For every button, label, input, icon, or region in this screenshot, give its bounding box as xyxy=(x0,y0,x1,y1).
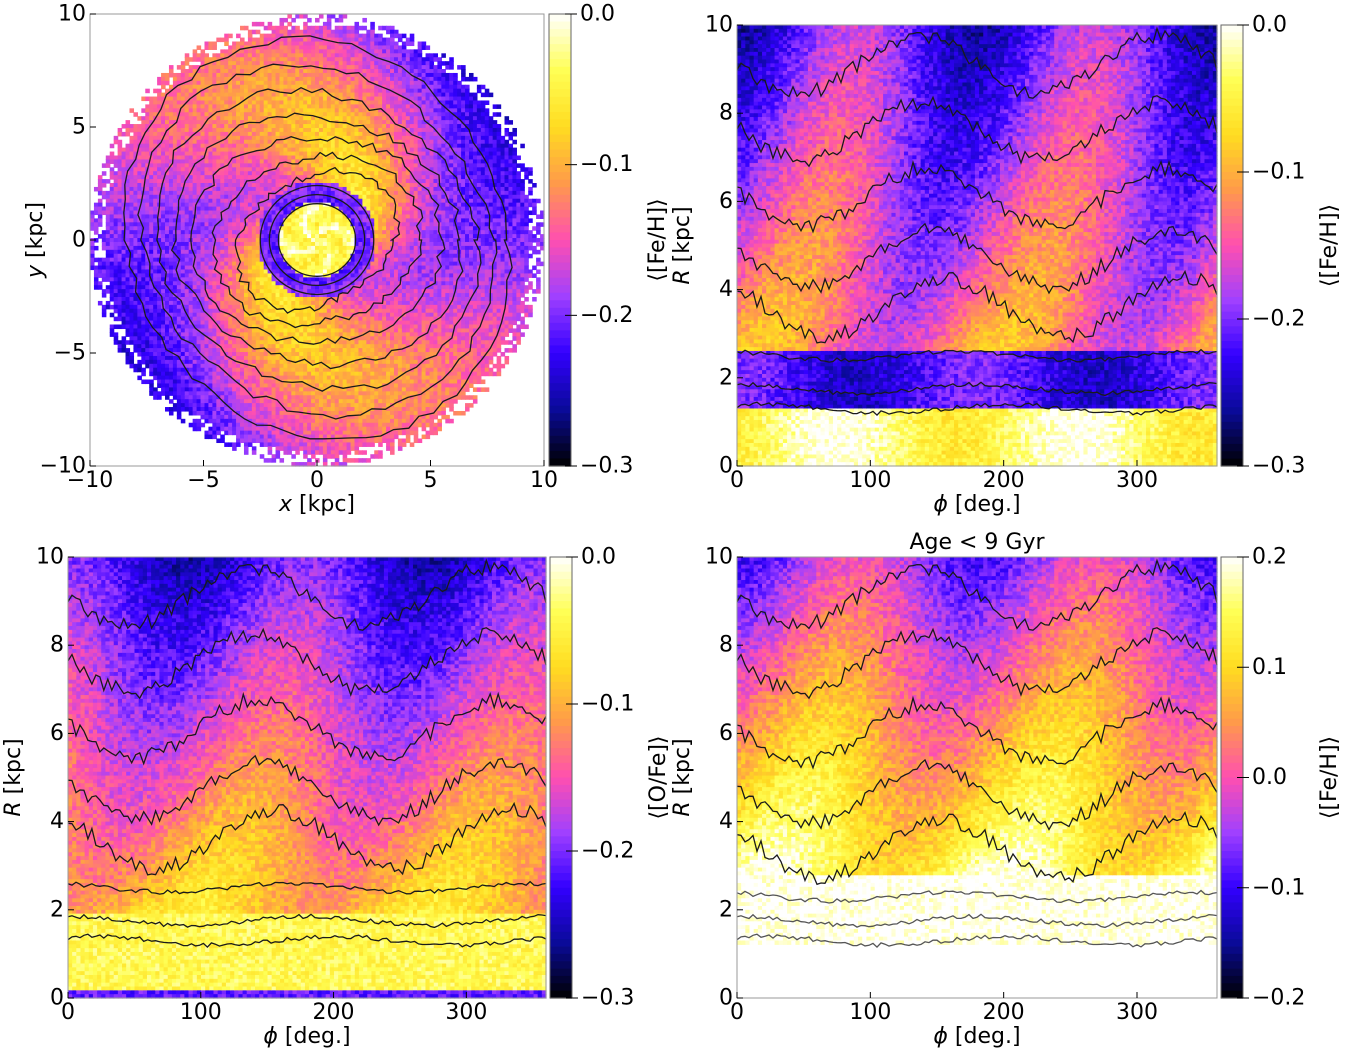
y-tick-label: 8 xyxy=(719,633,733,658)
colorbar-tick-label: 0.0 xyxy=(580,2,615,27)
y-tick-label: 6 xyxy=(719,721,733,746)
y-tick-label: 5 xyxy=(72,115,86,140)
x-axis-label: ϕ [deg.] xyxy=(263,1024,350,1049)
y-tick-label: 8 xyxy=(719,101,733,126)
x-tick-label: 300 xyxy=(1116,1000,1158,1025)
x-axis-label: ϕ [deg.] xyxy=(933,1024,1020,1049)
y-tick-label: 10 xyxy=(36,545,64,570)
y-tick-label: 4 xyxy=(719,277,733,302)
x-tick-label: 300 xyxy=(1116,468,1158,493)
colorbar-tick-label: 0.0 xyxy=(1252,13,1287,38)
y-tick-label: 2 xyxy=(719,365,733,390)
y-axis-label: R [kpc] xyxy=(670,206,695,284)
y-tick-label: −10 xyxy=(40,454,86,479)
colorbar-label: ⟨[O/Fe]⟩ xyxy=(646,735,671,819)
phiR-feh-heatmap xyxy=(737,25,1218,467)
panel-title: Age < 9 Gyr xyxy=(909,530,1045,555)
colorbar-tick-label: 0.2 xyxy=(1252,545,1287,570)
x-tick-label: 100 xyxy=(849,468,891,493)
colorbar-tick-label: −0.3 xyxy=(581,986,634,1011)
x-tick-label: 200 xyxy=(983,1000,1025,1025)
x-tick-label: 0 xyxy=(310,468,324,493)
x-tick-label: −5 xyxy=(187,468,219,493)
colorbar-label: ⟨[Fe/H]⟩ xyxy=(1317,204,1342,287)
y-tick-label: −5 xyxy=(54,341,86,366)
y-axis-label: R [kpc] xyxy=(1,738,26,816)
phiR-feh-young-heatmap xyxy=(737,557,1218,945)
colorbar-label: ⟨[Fe/H]⟩ xyxy=(1317,736,1342,819)
colorbar-tick-label: −0.1 xyxy=(580,152,633,177)
y-tick-label: 0 xyxy=(719,986,733,1011)
y-tick-label: 6 xyxy=(719,189,733,214)
y-tick-label: 10 xyxy=(705,13,733,38)
y-tick-label: 0 xyxy=(72,228,86,253)
y-tick-label: 4 xyxy=(719,809,733,834)
x-tick-label: 200 xyxy=(313,1000,355,1025)
phiR-ofe-colorbar: −0.3 −0.2 −0.1 0.0 ⟨[O/Fe]⟩ xyxy=(550,545,671,1011)
colorbar-tick-label: −0.1 xyxy=(1252,160,1305,185)
colorbar-label: ⟨[Fe/H]⟩ xyxy=(645,198,670,281)
colorbar-tick-label: 0.0 xyxy=(581,545,616,570)
y-tick-label: 6 xyxy=(50,721,64,746)
colorbar-tick-label: −0.3 xyxy=(580,454,633,479)
y-tick-label: 2 xyxy=(50,897,64,922)
y-tick-label: 0 xyxy=(719,454,733,479)
x-axis-label: ϕ [deg.] xyxy=(933,492,1020,517)
y-tick-label: 8 xyxy=(50,633,64,658)
colorbar-tick-label: −0.2 xyxy=(1252,986,1305,1011)
x-tick-label: 300 xyxy=(445,1000,487,1025)
phiR-feh-colorbar: −0.3 −0.2 −0.1 0.0 ⟨[Fe/H]⟩ xyxy=(1221,13,1342,479)
x-tick-label: 100 xyxy=(180,1000,222,1025)
xy-feh-colorbar: −0.3 −0.2 −0.1 0.0 ⟨[Fe/H]⟩ xyxy=(549,2,670,479)
colorbar-tick-label: −0.2 xyxy=(580,303,633,328)
x-axis-label: x [kpc] xyxy=(278,492,355,517)
colorbar-tick-label: −0.3 xyxy=(1252,454,1305,479)
phiR-ofe-heatmap xyxy=(68,557,547,999)
colorbar-tick-label: 0.1 xyxy=(1252,655,1287,680)
colorbar-tick-label: −0.2 xyxy=(581,839,634,864)
y-axis-label: R [kpc] xyxy=(670,738,695,816)
y-tick-label: 0 xyxy=(50,986,64,1011)
x-tick-label: 100 xyxy=(849,1000,891,1025)
x-tick-label: 5 xyxy=(424,468,438,493)
y-tick-label: 4 xyxy=(50,809,64,834)
phiR-feh-young-colorbar: −0.2 −0.1 0.0 0.1 0.2 ⟨[Fe/H]⟩ xyxy=(1221,545,1342,1011)
y-tick-label: 10 xyxy=(705,545,733,570)
colorbar-tick-label: −0.1 xyxy=(1252,875,1305,900)
x-tick-label: 10 xyxy=(530,468,558,493)
x-tick-label: 200 xyxy=(983,468,1025,493)
y-tick-label: 10 xyxy=(58,2,86,27)
colorbar-tick-label: −0.1 xyxy=(581,692,634,717)
colorbar-tick-label: −0.2 xyxy=(1252,307,1305,332)
y-tick-label: 2 xyxy=(719,897,733,922)
colorbar-tick-label: 0.0 xyxy=(1252,765,1287,790)
y-axis-label: y [kpc] xyxy=(23,202,48,279)
